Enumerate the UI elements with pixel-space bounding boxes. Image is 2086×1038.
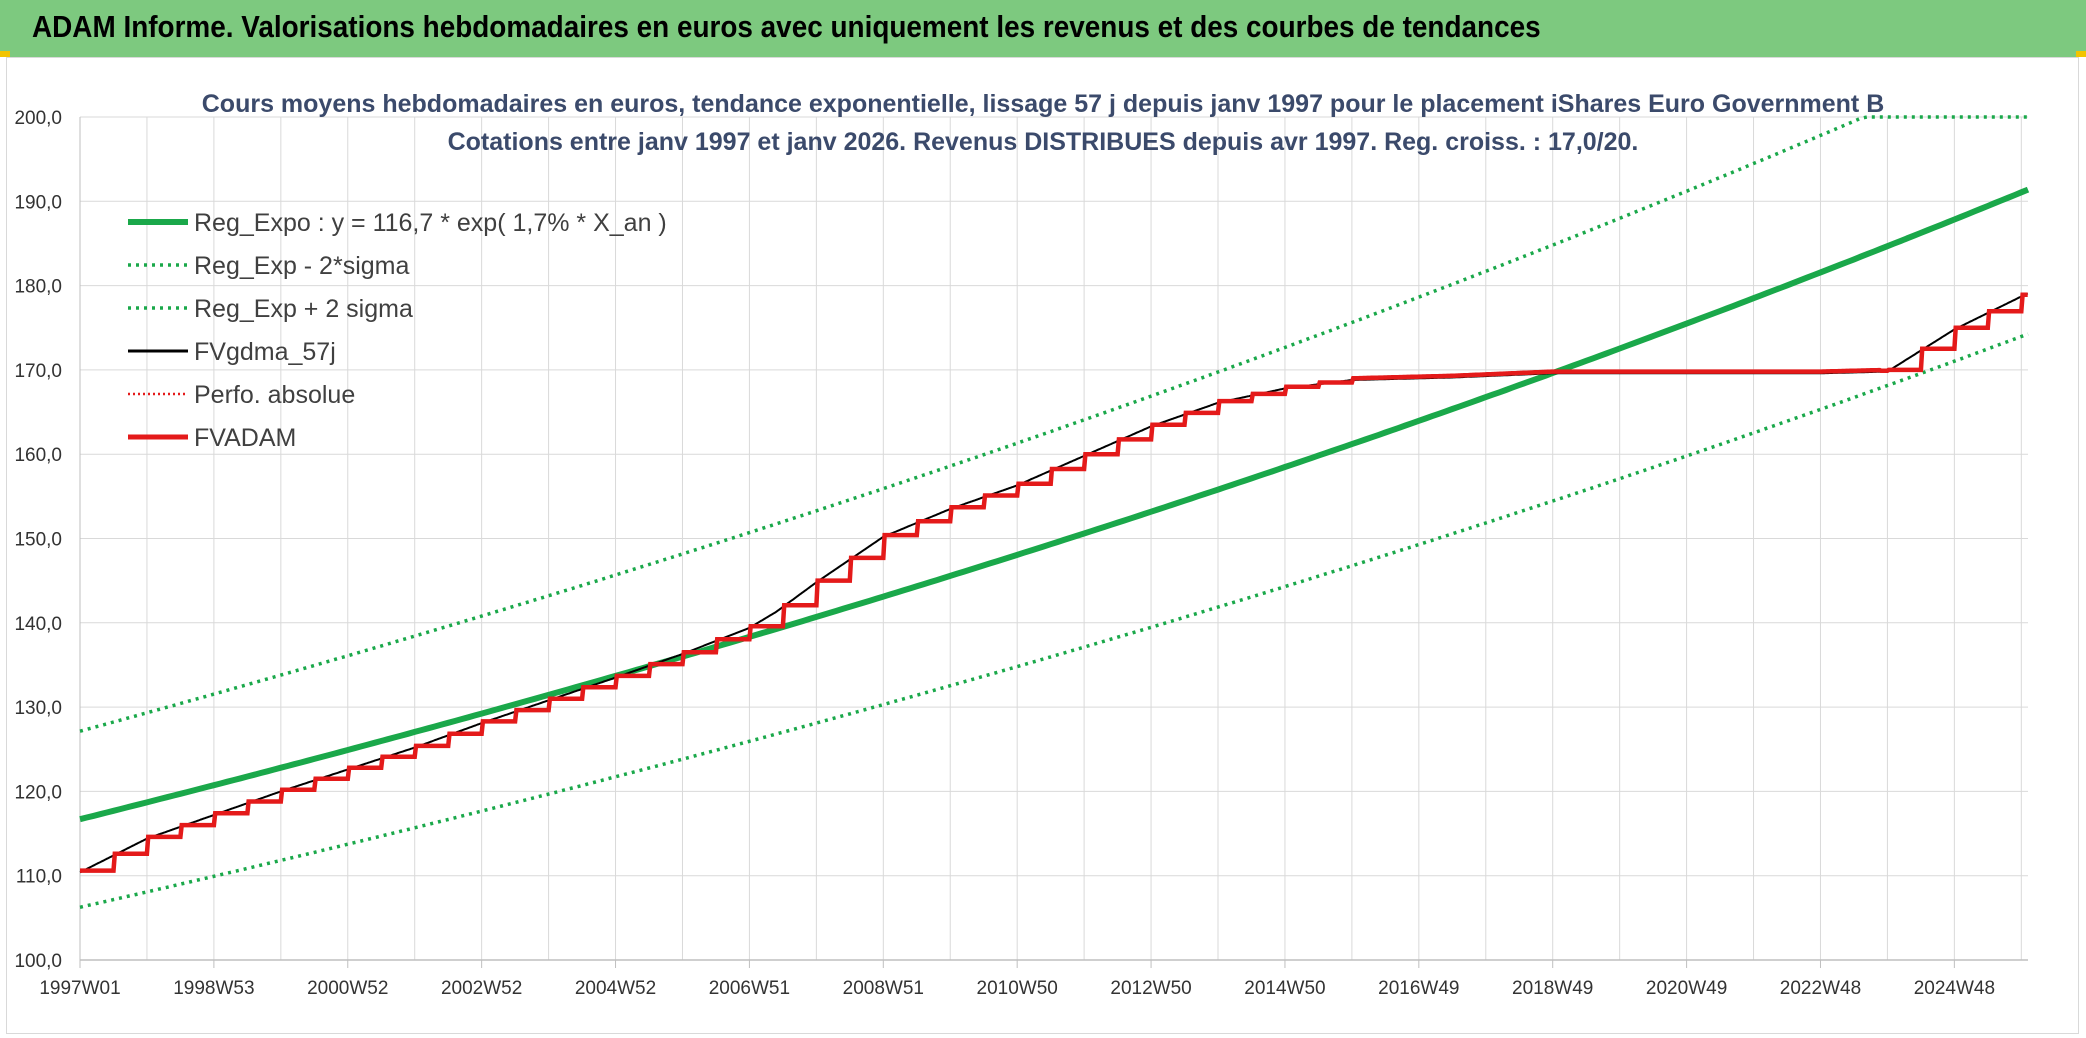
fvadam-line [80, 292, 2028, 873]
y-tick-label: 130,0 [14, 698, 62, 719]
series-layer [79, 115, 2030, 910]
corner-mark-left [0, 51, 10, 57]
x-tick-label: 2022W48 [1780, 978, 1861, 999]
x-tick-label: 2010W50 [977, 978, 1058, 999]
report-title: ADAM Informe. Valorisations hebdomadaire… [32, 9, 1541, 44]
x-tick-label: 2002W52 [441, 978, 522, 999]
x-tick-label: 1998W53 [173, 978, 254, 999]
y-tick-label: 100,0 [14, 951, 62, 972]
reg-exp-minus-2sigma-line [79, 332, 2029, 910]
y-tick-label: 160,0 [14, 445, 62, 466]
y-tick-label: 120,0 [14, 782, 62, 803]
y-tick-label: 180,0 [14, 277, 62, 298]
y-tick-label: 140,0 [14, 614, 62, 635]
x-tick-label: 2000W52 [307, 978, 388, 999]
chart-title-line2: Cotations entre janv 1997 et janv 2026. … [448, 128, 1639, 156]
legend-label-perfo: Perfo. absolue [194, 381, 355, 409]
x-tick-label: 2014W50 [1244, 978, 1325, 999]
x-tick-label: 2016W49 [1378, 978, 1459, 999]
x-tick-label: 2020W49 [1646, 978, 1727, 999]
x-tick-label: 1997W01 [39, 978, 120, 999]
y-tick-label: 190,0 [14, 192, 62, 213]
report-banner: ADAM Informe. Valorisations hebdomadaire… [0, 0, 2086, 57]
axis-layer: 100,0 110,0 120,0 130,0 140,0 150,0 160,0 170,0… [14, 108, 2028, 999]
fvgdma-line [79, 292, 2029, 874]
reg-exp-plus-2sigma-line [79, 115, 2028, 733]
legend-label-fvadam: FVADAM [194, 424, 296, 452]
grid-layer [79, 116, 2028, 961]
y-tick-label: 110,0 [16, 867, 62, 888]
reg-expo-line [79, 186, 2030, 823]
legend-label-reg_plus: Reg_Exp + 2 sigma [194, 295, 413, 323]
legend-label-reg_minus: Reg_Exp - 2*sigma [194, 252, 409, 280]
x-tick-label: 2008W51 [843, 978, 924, 999]
x-tick-label: 2012W50 [1110, 978, 1191, 999]
y-tick-label: 170,0 [14, 361, 62, 382]
x-tick-label: 2018W49 [1512, 978, 1593, 999]
y-tick-label: 200,0 [14, 108, 62, 129]
chart-legend: Reg_Expo : y = 116,7 * exp( 1,7% * X_an … [128, 209, 667, 452]
corner-mark-right [2076, 51, 2086, 57]
y-tick-label: 150,0 [14, 530, 62, 551]
chart-title-line1: Cours moyens hebdomadaires en euros, ten… [202, 90, 1885, 118]
x-tick-label: 2006W51 [709, 978, 790, 999]
legend-label-reg_expo: Reg_Expo : y = 116,7 * exp( 1,7% * X_an … [194, 209, 667, 237]
legend-label-fvgdma: FVgdma_57j [194, 338, 336, 366]
x-tick-label: 2004W52 [575, 978, 656, 999]
x-tick-label: 2024W48 [1914, 978, 1995, 999]
